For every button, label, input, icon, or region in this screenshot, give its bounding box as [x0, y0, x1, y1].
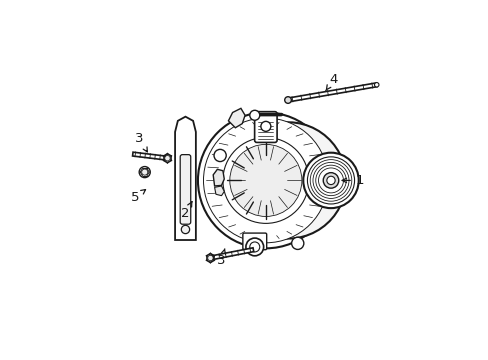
Circle shape — [203, 118, 327, 243]
FancyBboxPatch shape — [243, 233, 266, 250]
Polygon shape — [214, 186, 224, 195]
Circle shape — [326, 176, 334, 185]
Polygon shape — [287, 83, 376, 102]
Text: 2: 2 — [181, 202, 192, 220]
Polygon shape — [175, 117, 196, 240]
Circle shape — [284, 97, 291, 103]
Circle shape — [142, 169, 147, 175]
Circle shape — [198, 112, 333, 248]
Circle shape — [260, 121, 270, 131]
Text: 5: 5 — [131, 190, 145, 203]
Text: 3: 3 — [217, 249, 225, 267]
Circle shape — [223, 138, 308, 223]
Circle shape — [245, 238, 263, 256]
Circle shape — [214, 149, 226, 162]
Circle shape — [303, 153, 358, 208]
Circle shape — [164, 156, 170, 161]
Polygon shape — [228, 108, 244, 128]
Circle shape — [374, 82, 378, 87]
Circle shape — [181, 225, 189, 234]
Polygon shape — [239, 122, 346, 239]
Polygon shape — [132, 152, 167, 160]
Polygon shape — [213, 169, 224, 186]
Circle shape — [207, 255, 213, 261]
Circle shape — [291, 237, 303, 249]
Text: 4: 4 — [325, 73, 337, 91]
Circle shape — [249, 110, 259, 120]
Circle shape — [307, 157, 354, 204]
Text: 1: 1 — [342, 174, 364, 187]
Polygon shape — [210, 248, 253, 260]
Circle shape — [323, 173, 338, 188]
Text: 3: 3 — [135, 132, 147, 152]
FancyBboxPatch shape — [180, 155, 190, 224]
Circle shape — [229, 144, 301, 216]
Circle shape — [249, 242, 259, 252]
Circle shape — [139, 167, 150, 177]
FancyBboxPatch shape — [254, 112, 277, 143]
